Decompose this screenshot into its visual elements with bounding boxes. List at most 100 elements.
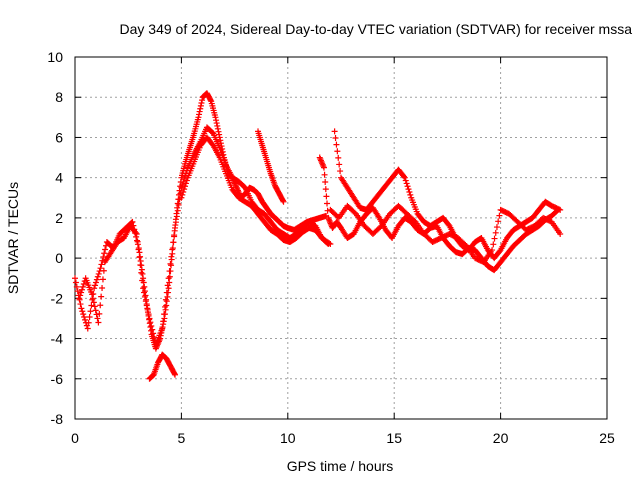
data-point	[140, 285, 147, 292]
data-point	[78, 286, 85, 293]
data-point	[161, 311, 168, 318]
data-point	[91, 285, 98, 292]
data-point	[178, 194, 185, 201]
data-point	[163, 302, 170, 309]
data-point	[90, 299, 97, 306]
x-tick-label: 5	[178, 430, 186, 446]
plot-frame	[74, 56, 608, 420]
data-point	[169, 246, 176, 253]
data-point	[86, 314, 93, 321]
data-point	[174, 207, 181, 214]
data-point	[97, 265, 104, 272]
data-point	[94, 273, 101, 280]
data-point	[195, 114, 202, 121]
data-point	[72, 275, 78, 282]
data-point	[196, 111, 203, 118]
data-point	[73, 283, 80, 290]
y-tick-label: 4	[55, 170, 63, 186]
data-point	[166, 268, 173, 275]
data-point	[163, 289, 170, 296]
data-point	[168, 253, 175, 260]
data-point	[322, 178, 329, 185]
data-point	[97, 302, 104, 309]
data-point	[139, 277, 146, 284]
data-point	[162, 296, 169, 303]
data-point	[141, 283, 148, 290]
data-point	[72, 279, 79, 286]
x-axis-label: GPS time / hours	[287, 458, 394, 474]
data-point	[143, 302, 150, 309]
data-point	[196, 108, 203, 115]
x-tick-label: 20	[493, 430, 509, 446]
data-point	[173, 213, 180, 220]
data-point	[322, 186, 329, 193]
series-track-5	[255, 128, 287, 205]
data-point	[407, 191, 414, 198]
data-point	[324, 200, 331, 207]
data-point	[171, 232, 178, 239]
y-tick-label: 6	[55, 129, 63, 145]
series-track-7	[331, 128, 564, 262]
chart-title: Day 349 of 2024, Sidereal Day-to-day VTE…	[120, 21, 633, 37]
data-point	[336, 161, 343, 168]
data-point	[403, 180, 410, 187]
data-point	[138, 269, 145, 276]
y-tick-label: -4	[51, 331, 64, 347]
data-point	[496, 212, 503, 219]
data-point	[215, 128, 222, 135]
data-point	[492, 229, 499, 236]
y-tick-label: -8	[51, 411, 64, 427]
data-point	[337, 168, 344, 175]
data-point	[93, 276, 100, 283]
data-point	[334, 148, 341, 155]
data-point	[212, 114, 219, 121]
data-point	[81, 314, 88, 321]
data-point	[145, 311, 152, 318]
data-point	[99, 276, 106, 283]
data-point	[95, 319, 102, 326]
data-point	[89, 295, 96, 302]
data-point	[331, 128, 338, 135]
data-point	[92, 279, 99, 286]
data-point	[166, 273, 173, 280]
data-point	[213, 117, 220, 124]
data-point	[82, 316, 89, 323]
data-point	[95, 270, 102, 277]
data-point	[92, 282, 99, 289]
data-point	[94, 315, 101, 322]
data-point	[197, 102, 204, 109]
y-tick-label: 2	[55, 210, 63, 226]
data-point	[161, 303, 168, 310]
data-point	[183, 177, 190, 184]
data-point	[320, 164, 327, 171]
data-point	[279, 197, 286, 204]
data-point	[164, 282, 171, 289]
data-point	[491, 235, 498, 242]
y-tick-label: -6	[51, 371, 64, 387]
data-point	[160, 318, 167, 325]
data-point	[76, 295, 83, 302]
data-point	[490, 241, 497, 248]
data-point	[91, 303, 98, 310]
axis-ticks: -8 -6 -4 -2 0 2 4 6 8 10 0 5 10 15 20 25	[47, 49, 615, 446]
data-point	[98, 261, 105, 268]
data-point	[99, 284, 106, 291]
data-point	[213, 120, 220, 127]
data-point	[129, 218, 136, 225]
data-point	[148, 322, 155, 329]
y-tick-label: 0	[55, 250, 63, 266]
data-point	[88, 302, 95, 309]
data-point	[179, 191, 186, 198]
data-point	[400, 173, 407, 180]
data-point	[168, 262, 175, 269]
data-point	[198, 99, 205, 106]
data-point	[167, 260, 174, 267]
x-tick-label: 0	[71, 430, 79, 446]
data-point	[132, 229, 139, 236]
data-point	[135, 246, 142, 253]
data-point	[141, 289, 148, 296]
data-point	[321, 171, 328, 178]
data-point	[170, 239, 177, 246]
data-point	[495, 218, 502, 225]
